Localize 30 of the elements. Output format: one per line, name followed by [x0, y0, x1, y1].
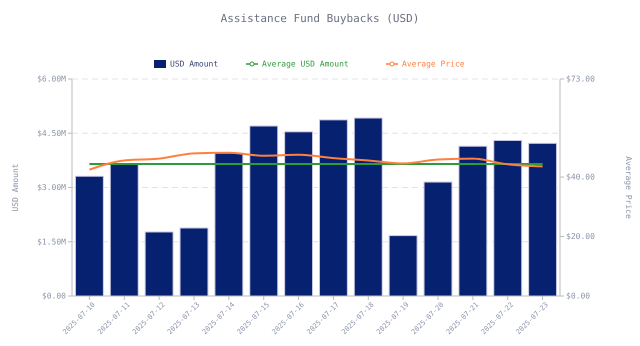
bar	[144, 231, 174, 296]
bar	[74, 176, 104, 296]
line-series	[88, 152, 544, 171]
chart-title: Assistance Fund Buybacks (USD)	[220, 12, 420, 25]
bar	[528, 142, 558, 296]
y2-axis-title: Average Price	[624, 156, 633, 219]
y2-tick-label: $40.00	[566, 172, 596, 182]
bar	[214, 152, 244, 296]
bar	[284, 131, 314, 296]
bar	[424, 182, 452, 296]
bar	[354, 118, 383, 296]
bar	[110, 163, 139, 296]
bar	[180, 228, 208, 296]
y-tick-label: $3.00M	[37, 183, 66, 192]
y-tick-label: $4.50M	[37, 128, 66, 138]
legend-label: Average Price	[402, 60, 465, 69]
y-axis-title: USD Amount	[11, 163, 20, 212]
bar	[458, 146, 488, 296]
bar	[249, 126, 278, 296]
y2-tick-label: $73.00	[566, 74, 596, 84]
legend-label: Average USD Amount	[262, 60, 349, 69]
y2-tick-label: $0.00	[566, 292, 590, 301]
y-tick-label: $0.00	[42, 292, 66, 301]
bar	[493, 140, 522, 296]
bar	[388, 235, 418, 296]
y-tick-label: $6.00M	[37, 74, 66, 84]
legend-label: USD Amount	[170, 60, 218, 69]
y2-tick-label: $20.00	[566, 232, 596, 242]
y-tick-label: $1.50M	[37, 237, 66, 246]
bar	[318, 119, 348, 296]
